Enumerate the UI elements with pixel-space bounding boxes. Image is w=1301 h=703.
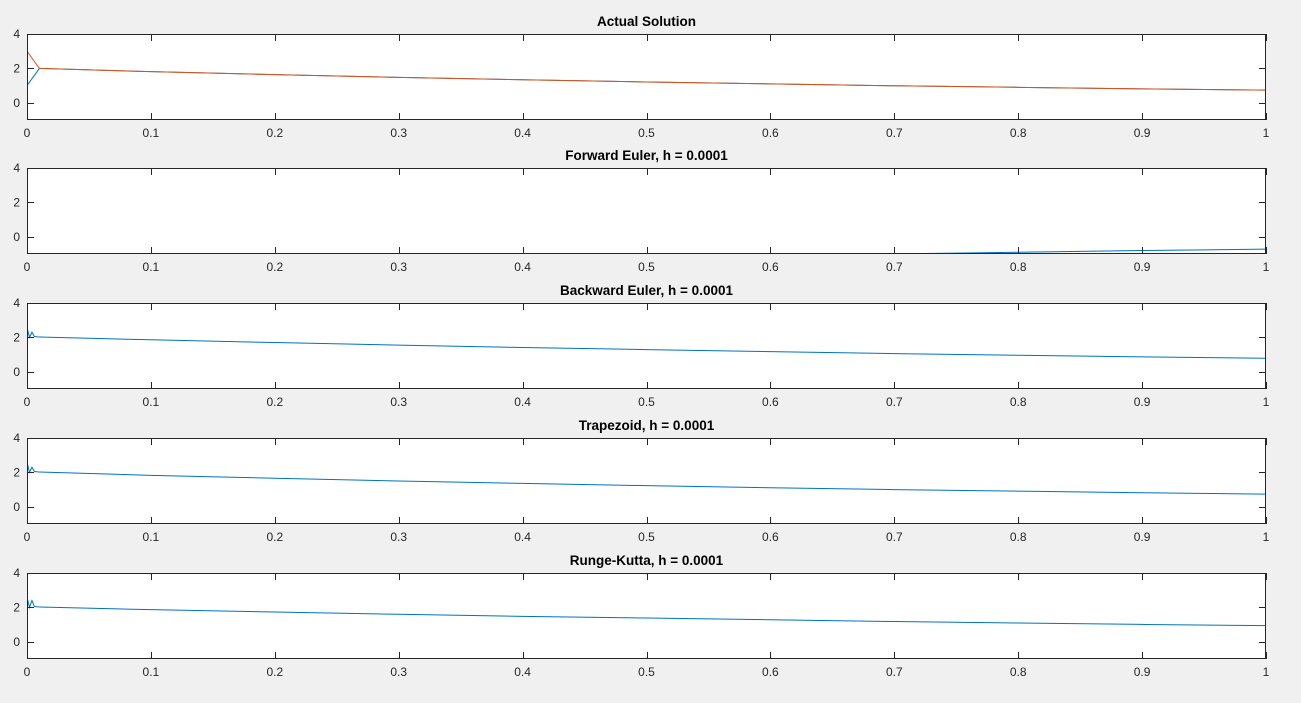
x-tick-label: 0.6 — [762, 126, 779, 140]
x-tick-label: 0.6 — [762, 395, 779, 409]
x-tick-label: 0.1 — [143, 260, 160, 274]
x-tick-label: 0.4 — [514, 260, 531, 274]
y-tick-label: 4 — [13, 27, 20, 41]
x-tick-label: 0 — [24, 665, 31, 679]
x-tick-label: 0.1 — [143, 126, 160, 140]
axes-box — [27, 573, 1266, 659]
y-tick-label: 2 — [13, 465, 20, 479]
subplot-panels: 0 0.1 0.2 0.3 0.4 0.5 0.6 0.7 0.8 0.9 1 0 2 4 Actual S… — [13, 14, 1269, 679]
subplot-1: 0 0.1 0.2 0.3 0.4 0.5 0.6 0.7 0.8 0.9 1 0 2 4 Actual S… — [13, 14, 1269, 140]
x-tick-label: 0.2 — [266, 665, 283, 679]
x-tick-label: 0 — [24, 260, 31, 274]
x-tick-label: 0.9 — [1134, 260, 1151, 274]
axes-box — [27, 303, 1266, 389]
y-tick-label: 0 — [13, 365, 20, 379]
x-tick-label: 1 — [1263, 126, 1270, 140]
x-tick-label: 0.5 — [638, 530, 655, 544]
x-tick-label: 0.3 — [390, 665, 407, 679]
x-tick-label: 0.8 — [1010, 665, 1027, 679]
axes-box — [27, 438, 1266, 524]
x-tick-label: 0.5 — [638, 260, 655, 274]
axes-background — [27, 438, 1266, 524]
x-tick-label: 0.7 — [886, 395, 903, 409]
x-tick-label: 0.4 — [514, 126, 531, 140]
y-tick-label: 4 — [13, 566, 20, 580]
x-tick-label: 0.9 — [1134, 126, 1151, 140]
y-tick-label: 0 — [13, 500, 20, 514]
series-line-1 — [27, 461, 1266, 495]
x-tick-label: 0.9 — [1134, 530, 1151, 544]
x-tick-label: 0.8 — [1010, 395, 1027, 409]
x-tick-label: 0.7 — [886, 260, 903, 274]
x-tick-label: 0 — [24, 530, 31, 544]
y-tick-label: 2 — [13, 600, 20, 614]
x-tick-label: 0.7 — [886, 126, 903, 140]
axes-box — [27, 168, 1266, 254]
x-tick-label: 1 — [1263, 395, 1270, 409]
x-tick-label: 0.1 — [143, 665, 160, 679]
x-tick-label: 0.3 — [390, 395, 407, 409]
x-tick-label: 1 — [1263, 260, 1270, 274]
axes-background — [27, 34, 1266, 120]
chart-title: Runge-Kutta, h = 0.0001 — [570, 553, 724, 568]
x-tick-label: 0.7 — [886, 665, 903, 679]
x-tick-label: 0.9 — [1134, 665, 1151, 679]
x-tick-label: 0.2 — [266, 530, 283, 544]
subplot-3: 0 0.1 0.2 0.3 0.4 0.5 0.6 0.7 0.8 0.9 1 0 2 4 Backward… — [13, 283, 1269, 409]
x-tick-label: 0.3 — [390, 126, 407, 140]
x-tick-label: 1 — [1263, 665, 1270, 679]
y-tick-label: 0 — [13, 635, 20, 649]
x-tick-label: 1 — [1263, 530, 1270, 544]
x-tick-label: 0 — [24, 126, 31, 140]
x-tick-label: 0.5 — [638, 395, 655, 409]
x-tick-label: 0.4 — [514, 530, 531, 544]
x-tick-label: 0.2 — [266, 395, 283, 409]
axes-box — [27, 34, 1266, 120]
x-tick-label: 0.5 — [638, 665, 655, 679]
series-line-2 — [27, 50, 1266, 91]
x-tick-label: 0.8 — [1010, 126, 1027, 140]
y-tick-label: 0 — [13, 96, 20, 110]
y-tick-label: 4 — [13, 161, 20, 175]
x-tick-label: 0.6 — [762, 260, 779, 274]
series-line-1 — [27, 326, 1266, 359]
x-tick-label: 0 — [24, 395, 31, 409]
x-tick-label: 0.4 — [514, 665, 531, 679]
chart-title: Backward Euler, h = 0.0001 — [560, 283, 733, 298]
x-tick-label: 0.6 — [762, 665, 779, 679]
axes-background — [27, 573, 1266, 659]
y-tick-label: 2 — [13, 195, 20, 209]
chart-title: Trapezoid, h = 0.0001 — [579, 418, 715, 433]
chart-title: Forward Euler, h = 0.0001 — [565, 148, 728, 163]
x-tick-label: 0.8 — [1010, 530, 1027, 544]
x-tick-label: 0.2 — [266, 126, 283, 140]
subplot-4: 0 0.1 0.2 0.3 0.4 0.5 0.6 0.7 0.8 0.9 1 0 2 4 Trapezoi… — [13, 418, 1269, 544]
subplot-5: 0 0.1 0.2 0.3 0.4 0.5 0.6 0.7 0.8 0.9 1 0 2 4 Runge-Ku… — [13, 553, 1269, 679]
y-tick-label: 4 — [13, 431, 20, 445]
x-tick-label: 0.1 — [143, 530, 160, 544]
y-tick-label: 2 — [13, 330, 20, 344]
subplot-2: 0 0.1 0.2 0.3 0.4 0.5 0.6 0.7 0.8 0.9 1 0 2 4 Forward … — [13, 148, 1269, 274]
y-tick-label: 2 — [13, 61, 20, 75]
x-tick-label: 0.4 — [514, 395, 531, 409]
x-tick-label: 0.3 — [390, 530, 407, 544]
x-tick-label: 0.1 — [143, 395, 160, 409]
x-tick-label: 0.6 — [762, 530, 779, 544]
y-tick-label: 0 — [13, 230, 20, 244]
x-tick-label: 0.9 — [1134, 395, 1151, 409]
x-tick-label: 0.7 — [886, 530, 903, 544]
x-tick-label: 0.5 — [638, 126, 655, 140]
x-tick-label: 0.2 — [266, 260, 283, 274]
axes-background — [27, 168, 1266, 254]
chart-title: Actual Solution — [597, 14, 696, 29]
series-line-1 — [27, 596, 1266, 627]
axes-background — [27, 303, 1266, 389]
x-tick-label: 0.3 — [390, 260, 407, 274]
x-tick-label: 0.8 — [1010, 260, 1027, 274]
y-tick-label: 4 — [13, 296, 20, 310]
